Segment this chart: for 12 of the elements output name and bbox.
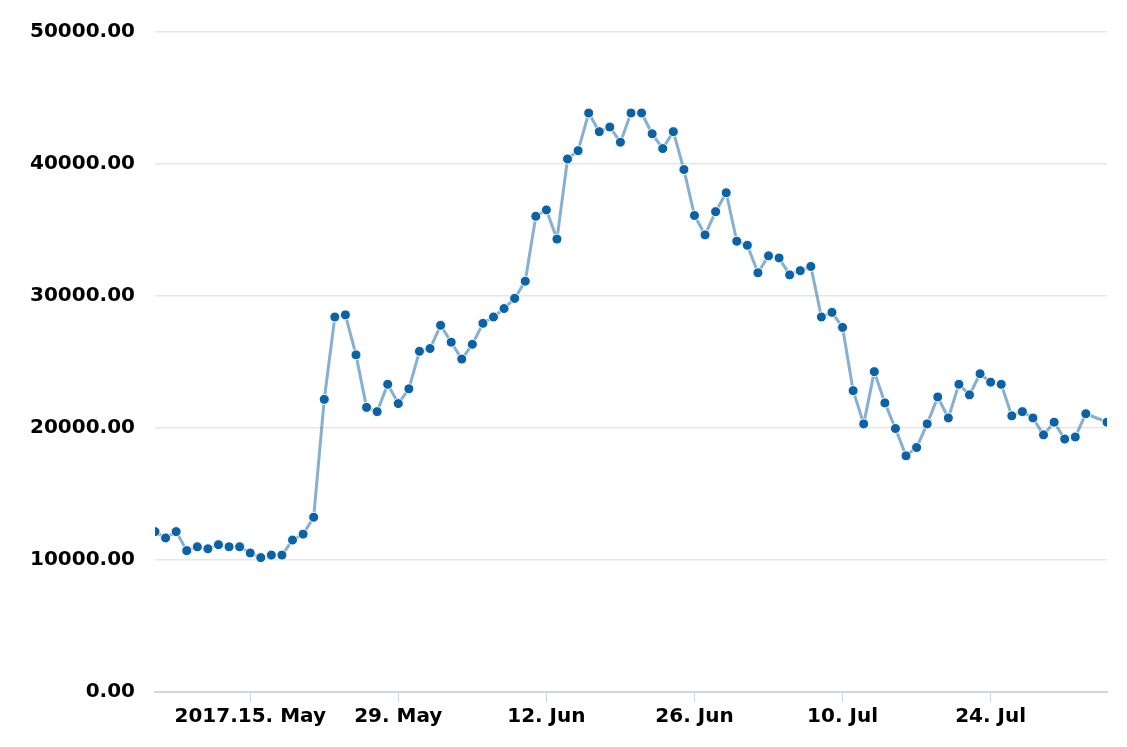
- x-tick-label: 12. Jun: [507, 703, 586, 728]
- x-tick-label: 2017.15. May: [174, 703, 326, 728]
- y-tick-label: 10000.00: [29, 546, 136, 571]
- y-tick-label: 20000.00: [29, 414, 136, 439]
- x-tick-label: 29. May: [354, 703, 443, 728]
- y-tick-label: 50000.00: [29, 18, 136, 43]
- x-tick-label: 24. Jul: [955, 703, 1027, 728]
- y-tick-label: 30000.00: [29, 282, 136, 307]
- x-tick-label: 10. Jul: [807, 703, 879, 728]
- y-tick-label: 0.00: [85, 678, 136, 703]
- y-tick-label: 40000.00: [29, 150, 136, 175]
- x-tick-label: 26. Jun: [655, 703, 734, 728]
